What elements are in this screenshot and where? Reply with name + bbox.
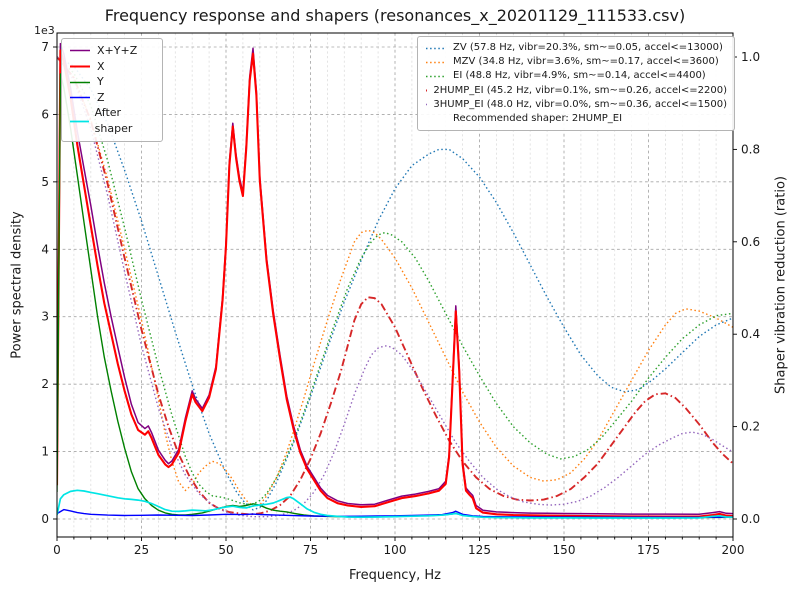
axes-spine xyxy=(56,32,734,538)
y-right-axis-label: Shaper vibration reduction (ratio) xyxy=(773,176,789,394)
x-tick-label: 50 xyxy=(218,543,233,557)
y-left-tick-label: 6 xyxy=(41,107,49,121)
legend-label: Y xyxy=(97,75,104,89)
legend-label: 2HUMP_EI (45.2 Hz, vibr=0.1%, sm~=0.26, … xyxy=(433,84,727,96)
legend-line-sample-EI xyxy=(426,75,446,78)
y-right-tick-label: 0.0 xyxy=(741,512,760,526)
y-right-tick-label: 0.8 xyxy=(741,142,760,156)
legend-item-Y: Y xyxy=(69,74,155,90)
legend-item-After-shaper: After shaper xyxy=(69,105,155,136)
y-left-offset-text: 1e3 xyxy=(34,24,55,37)
y-left-tick-label: 4 xyxy=(41,242,49,256)
series-After-shaper xyxy=(57,489,733,519)
legend-label: After shaper xyxy=(94,106,133,136)
y-left-tick-label: 5 xyxy=(41,175,49,189)
y-left-tick-label: 3 xyxy=(41,310,49,324)
legend-line-sample-After-shaper xyxy=(70,120,89,122)
legend-item-3HUMP_EI: 3HUMP_EI (48.0 Hz, vibr=0.0%, sm~=0.36, … xyxy=(425,98,727,112)
x-tick-label: 75 xyxy=(303,543,318,557)
legend-recommended-note: Recommended shaper: 2HUMP_EI xyxy=(453,112,727,126)
y-left-tick-label: 0 xyxy=(41,512,49,526)
tick-labels: 0 25 50 75 100 125 150 175 200 0 1 2 3 4 5 6 7 0.0 0.2 0.4 0… xyxy=(41,40,760,557)
y-right-tick-label: 1.0 xyxy=(741,50,760,64)
shaper-legend: ZV (57.8 Hz, vibr=20.3%, sm~=0.05, accel… xyxy=(417,36,735,132)
legend-line-sample-Z xyxy=(70,96,90,99)
legend-label: Z xyxy=(97,90,105,104)
legend-line-sample-3HUMP_EI xyxy=(426,104,428,106)
y-left-axis-label: Power spectral density xyxy=(9,211,25,359)
y-right-tick-label: 0.2 xyxy=(741,420,760,434)
legend-label: EI (48.8 Hz, vibr=4.9%, sm~=0.14, accel<… xyxy=(453,70,706,82)
x-tick-label: 175 xyxy=(637,543,660,557)
series-ZV xyxy=(57,56,733,511)
legend-item-X: X xyxy=(69,59,155,75)
x-axis-label: Frequency, Hz xyxy=(348,568,442,583)
legend-label: ZV (57.8 Hz, vibr=20.3%, sm~=0.05, accel… xyxy=(453,42,723,53)
x-tick-label: 125 xyxy=(468,543,491,557)
legend-item-MZV: MZV (34.8 Hz, vibr=3.6%, sm~=0.17, accel… xyxy=(425,55,727,69)
y-left-tick-label: 1 xyxy=(41,445,49,459)
y-right-tick-label: 0.4 xyxy=(741,327,760,341)
psd-legend: X+Y+Z X Y Z After shaper xyxy=(61,38,163,142)
legend-item-X-Y-Z: X+Y+Z xyxy=(69,43,155,59)
series-2HUMP_EI xyxy=(57,56,733,516)
shaper-curves xyxy=(57,56,733,518)
y-right-tick-label: 0.6 xyxy=(741,235,760,249)
x-tick-label: 100 xyxy=(384,543,407,557)
legend-label: MZV (34.8 Hz, vibr=3.6%, sm~=0.17, accel… xyxy=(453,56,719,68)
x-tick-label: 200 xyxy=(722,543,745,557)
series-MZV xyxy=(57,56,733,507)
legend-item-ZV: ZV (57.8 Hz, vibr=20.3%, sm~=0.05, accel… xyxy=(425,41,727,55)
chart-title: Frequency response and shapers (resonanc… xyxy=(104,6,686,25)
legend-item-EI: EI (48.8 Hz, vibr=4.9%, sm~=0.14, accel<… xyxy=(425,69,727,83)
legend-line-sample-2HUMP_EI xyxy=(426,89,428,92)
x-tick-label: 25 xyxy=(134,543,149,557)
legend-item-2HUMP_EI: 2HUMP_EI (45.2 Hz, vibr=0.1%, sm~=0.26, … xyxy=(425,84,727,98)
y-left-tick-label: 2 xyxy=(41,377,49,391)
x-tick-label: 0 xyxy=(53,543,61,557)
series-EI xyxy=(57,56,733,505)
legend-label: X+Y+Z xyxy=(97,44,138,57)
x-tick-label: 150 xyxy=(553,543,576,557)
legend-item-Z: Z xyxy=(69,90,155,106)
legend-line-sample-MZV xyxy=(426,61,446,63)
legend-line-sample-ZV xyxy=(426,47,446,49)
series-X xyxy=(57,49,733,518)
psd-curves xyxy=(57,42,733,519)
legend-label: Recommended shaper: 2HUMP_EI xyxy=(453,112,623,124)
legend-line-sample-X-Y-Z xyxy=(70,50,90,52)
y-left-tick-label: 7 xyxy=(41,40,49,54)
legend-label: X xyxy=(97,59,105,73)
legend-label: 3HUMP_EI (48.0 Hz, vibr=0.0%, sm~=0.36, … xyxy=(433,98,727,110)
legend-line-sample-X xyxy=(70,65,90,68)
legend-line-sample-Y xyxy=(70,81,90,83)
